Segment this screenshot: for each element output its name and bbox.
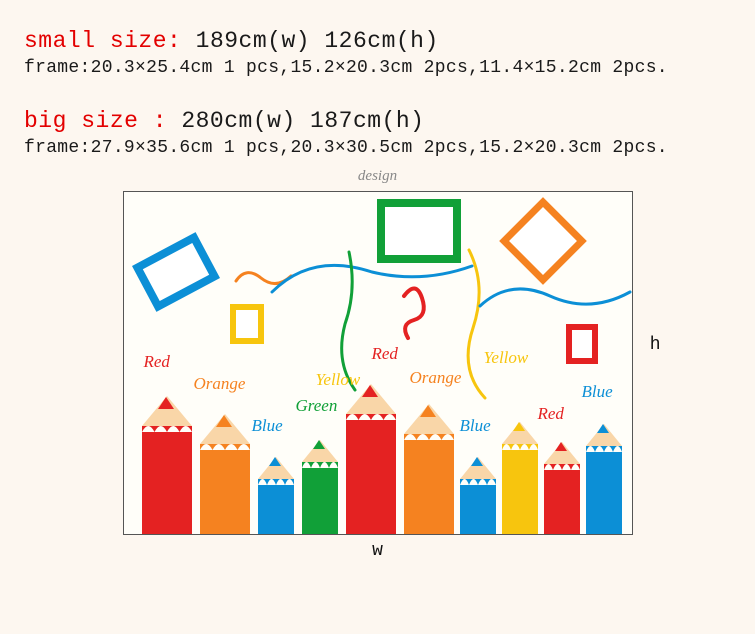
big-size-value: 280cm(w) 187cm(h) (181, 108, 424, 134)
pencil-5 (404, 404, 454, 534)
small-size-line: small size: 189cm(w) 126cm(h) (24, 28, 735, 54)
pencil-0 (142, 396, 192, 534)
color-label-yellow-4: Yellow (316, 370, 361, 390)
design-stage-wrap: Red Orange Blue Green Yellow Red Orange Yellow B… (123, 191, 633, 535)
pencil-6 (460, 457, 496, 534)
axis-w-label: w (372, 541, 383, 561)
photo-frame-1 (230, 304, 264, 344)
small-size-label: small size: (24, 28, 196, 54)
axis-h-label: h (650, 335, 661, 355)
design-label: design (0, 168, 755, 185)
color-label-orange-1: Orange (194, 374, 246, 394)
pencil-4 (346, 384, 396, 534)
color-label-blue-2: Blue (252, 416, 283, 436)
small-size-value: 189cm(w) 126cm(h) (196, 28, 439, 54)
color-label-red-0: Red (144, 352, 170, 372)
color-label-yellow-7: Yellow (484, 348, 529, 368)
big-frame-line: frame:27.9×35.6cm 1 pcs,20.3×30.5cm 2pcs… (24, 138, 735, 158)
pencil-3 (302, 440, 338, 534)
pencil-2 (258, 457, 294, 534)
color-label-red-9: Red (538, 404, 564, 424)
pencil-8 (544, 442, 580, 534)
photo-frame-0 (132, 232, 220, 312)
pencil-9 (586, 424, 622, 534)
big-size-label: big size : (24, 108, 181, 134)
color-label-green-3: Green (296, 396, 338, 416)
pencil-7 (502, 422, 538, 534)
color-label-blue-10: Blue (582, 382, 613, 402)
small-frame-line: frame:20.3×25.4cm 1 pcs,15.2×20.3cm 2pcs… (24, 58, 735, 78)
color-label-red-5: Red (372, 344, 398, 364)
big-size-line: big size : 280cm(w) 187cm(h) (24, 108, 735, 134)
design-stage: Red Orange Blue Green Yellow Red Orange Yellow B… (123, 191, 633, 535)
color-label-blue-8: Blue (460, 416, 491, 436)
photo-frame-4 (566, 324, 598, 364)
spec-text: small size: 189cm(w) 126cm(h) frame:20.3… (0, 0, 755, 158)
photo-frame-2 (377, 199, 461, 263)
color-label-orange-6: Orange (410, 368, 462, 388)
pencil-1 (200, 414, 250, 534)
